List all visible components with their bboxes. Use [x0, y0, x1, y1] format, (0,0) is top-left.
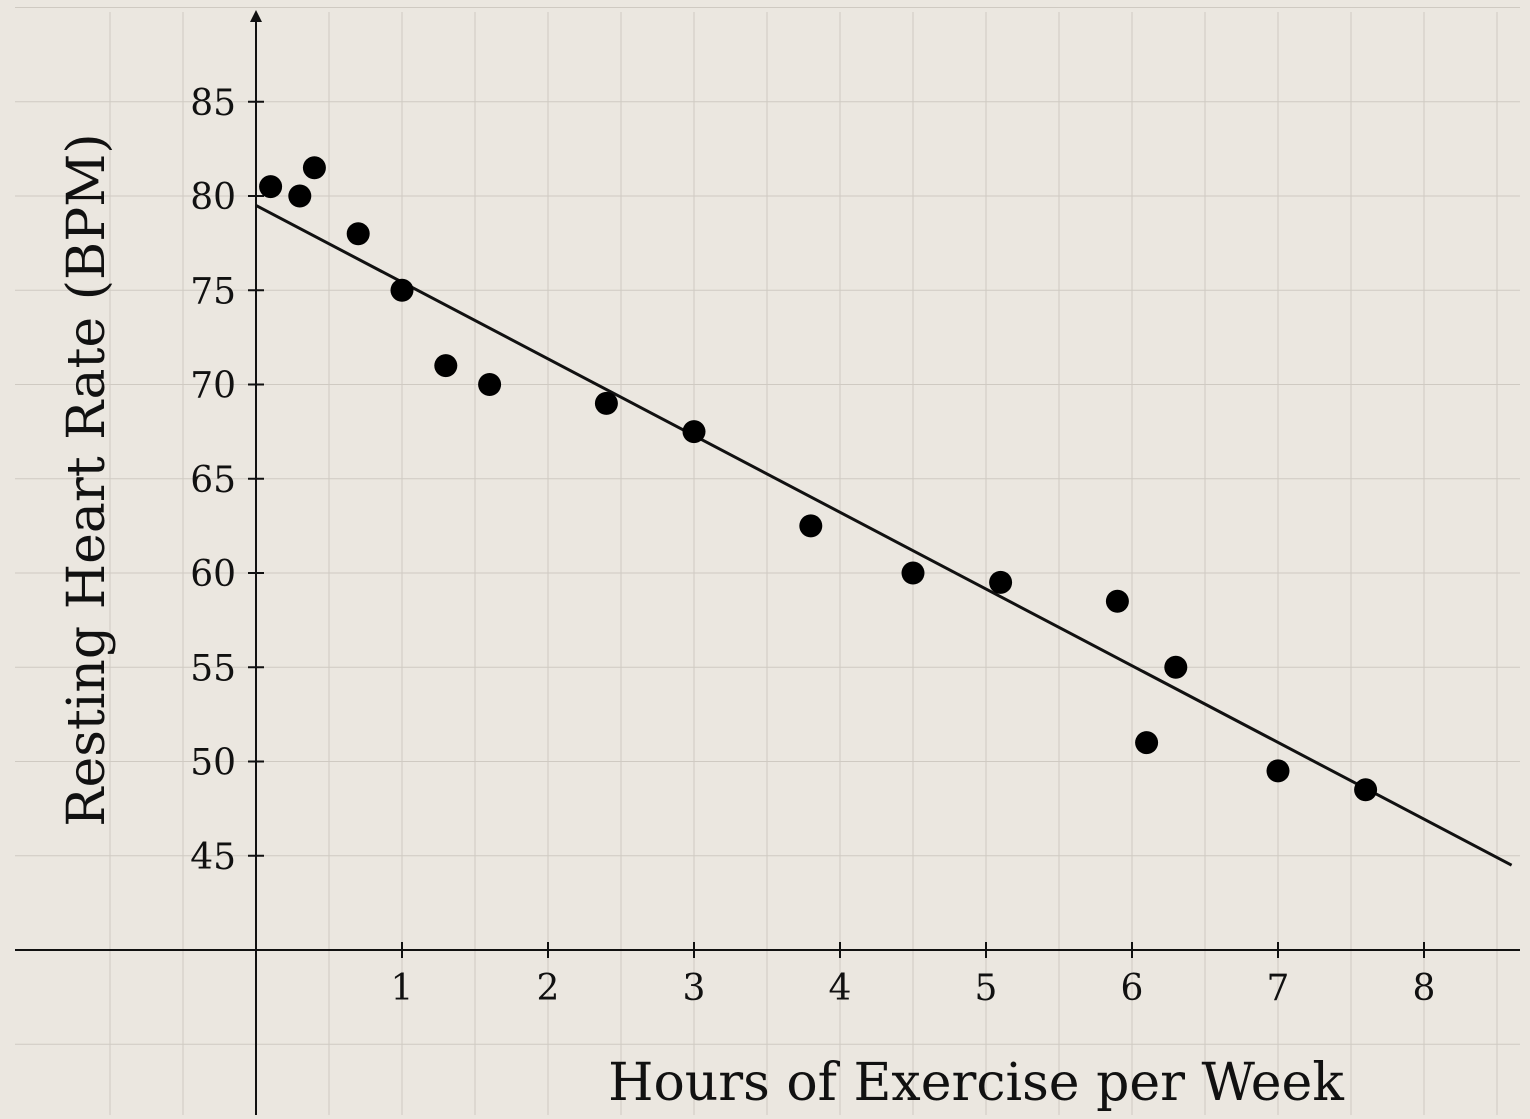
trend-line-layer	[255, 204, 1513, 867]
data-point	[682, 420, 706, 444]
x-tick-label: 3	[683, 968, 706, 1009]
y-tick-label: 60	[190, 554, 236, 595]
data-point	[1164, 655, 1188, 679]
y-tick-label: 75	[190, 271, 236, 312]
data-point	[1135, 731, 1159, 755]
data-point	[259, 175, 283, 199]
y-axis-arrow	[250, 10, 262, 22]
y-tick-label: 50	[190, 743, 236, 784]
y-tick-label: 85	[190, 83, 236, 124]
data-point	[302, 156, 326, 180]
x-axis-title: Hours of Exercise per Week	[608, 1053, 1344, 1113]
data-point	[1354, 778, 1378, 802]
x-tick-label: 8	[1413, 968, 1436, 1009]
data-point	[390, 278, 414, 302]
x-tick-label: 6	[1121, 968, 1144, 1009]
data-point	[989, 570, 1013, 594]
y-tick-label: 55	[190, 648, 236, 689]
data-point	[901, 561, 925, 585]
x-tick-label: 1	[391, 968, 414, 1009]
x-tick-label: 5	[975, 968, 998, 1009]
trend-line	[255, 204, 1513, 867]
data-point	[594, 391, 618, 415]
data-point	[1105, 589, 1129, 613]
y-tick-label: 70	[190, 366, 236, 407]
data-point	[434, 354, 458, 378]
data-point	[799, 514, 823, 538]
grid-lines	[15, 7, 1520, 1115]
x-tick-label: 2	[537, 968, 560, 1009]
y-tick-label: 80	[190, 177, 236, 218]
y-tick-label: 45	[190, 837, 236, 878]
y-axis-title: Resting Heart Rate (BPM)	[57, 133, 117, 826]
x-tick-label: 4	[829, 968, 852, 1009]
data-point	[346, 222, 370, 246]
data-points	[259, 156, 1378, 802]
y-tick-label: 65	[190, 460, 236, 501]
axes	[15, 10, 1520, 1115]
x-tick-label: 7	[1267, 968, 1290, 1009]
data-point	[1266, 759, 1290, 783]
data-point	[478, 373, 502, 396]
data-point	[288, 184, 312, 208]
